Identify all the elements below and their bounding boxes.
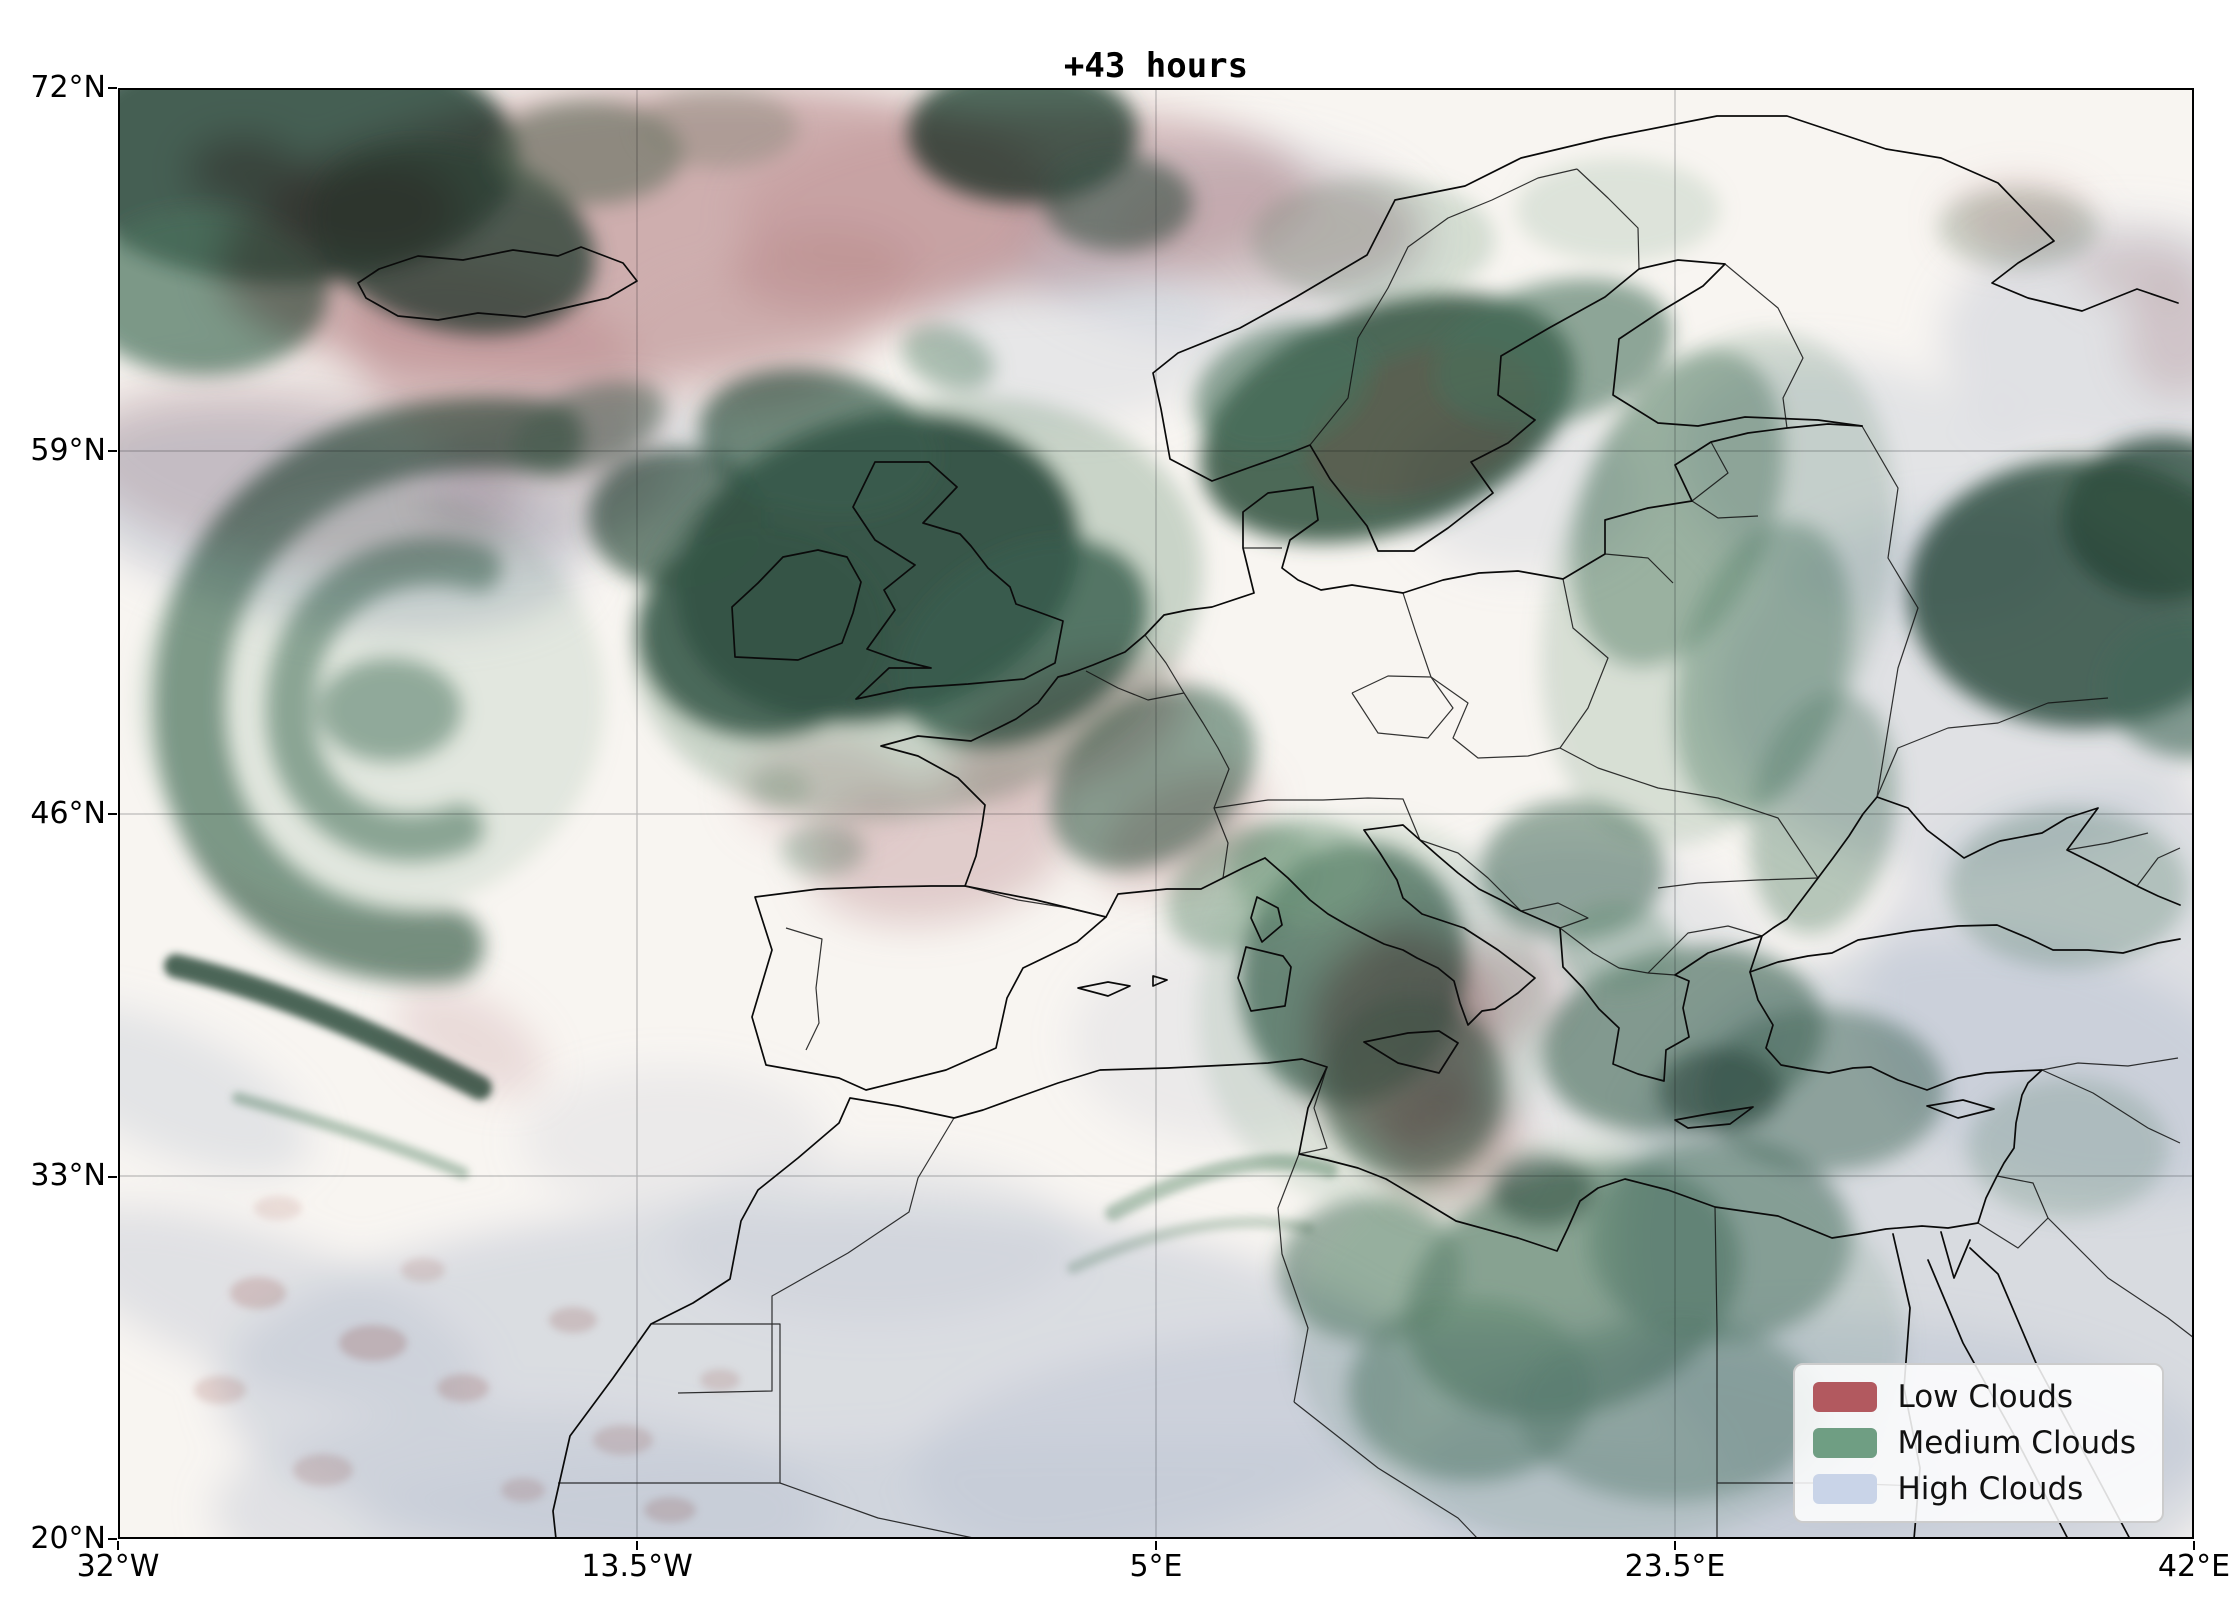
tick-mark <box>108 1538 117 1540</box>
xtick-5e: 5°E <box>1129 1549 1183 1584</box>
legend-swatch-medium-clouds <box>1813 1428 1878 1458</box>
medium-cloud-streaks <box>164 954 1338 1274</box>
tick-mark <box>636 1541 638 1550</box>
country-borders <box>558 168 2194 1539</box>
lead-time-label: +43 hours <box>1063 46 1249 86</box>
tick-mark <box>108 87 117 89</box>
xtick-32w: 32°W <box>76 1549 160 1584</box>
xtick-135w: 13.5°W <box>581 1549 693 1584</box>
legend-row-low: Low Clouds <box>1813 1379 2136 1415</box>
xtick-42e: 42°E <box>2157 1549 2231 1584</box>
legend: Low Clouds Medium Clouds High Clouds <box>1793 1363 2164 1523</box>
legend-label-low-clouds: Low Clouds <box>1897 1379 2074 1415</box>
low-cloud-specks <box>194 1196 740 1523</box>
tick-mark <box>117 1541 119 1550</box>
map-frame <box>118 88 2194 1539</box>
ytick-46n: 46°N <box>30 796 106 831</box>
tick-mark <box>108 813 117 815</box>
map-canvas <box>118 88 2194 1539</box>
tick-mark <box>2193 1541 2195 1550</box>
ytick-20n: 20°N <box>30 1521 106 1556</box>
ytick-72n: 72°N <box>30 70 106 105</box>
legend-label-medium-clouds: Medium Clouds <box>1897 1425 2136 1461</box>
ytick-33n: 33°N <box>30 1158 106 1193</box>
tick-mark <box>1674 1541 1676 1550</box>
legend-swatch-high-clouds <box>1813 1474 1878 1504</box>
tick-mark <box>1155 1541 1157 1550</box>
tick-mark <box>108 1176 117 1178</box>
legend-swatch-low-clouds <box>1813 1382 1878 1412</box>
medium-clouds-layer <box>118 88 2194 1539</box>
xtick-235e: 23.5°E <box>1624 1549 1726 1584</box>
legend-row-high: High Clouds <box>1813 1471 2136 1507</box>
ytick-59n: 59°N <box>30 433 106 468</box>
map-plot-area: Low Clouds Medium Clouds High Clouds <box>118 88 2194 1539</box>
legend-label-high-clouds: High Clouds <box>1897 1471 2084 1507</box>
tick-mark <box>108 450 117 452</box>
legend-row-medium: Medium Clouds <box>1813 1425 2136 1461</box>
